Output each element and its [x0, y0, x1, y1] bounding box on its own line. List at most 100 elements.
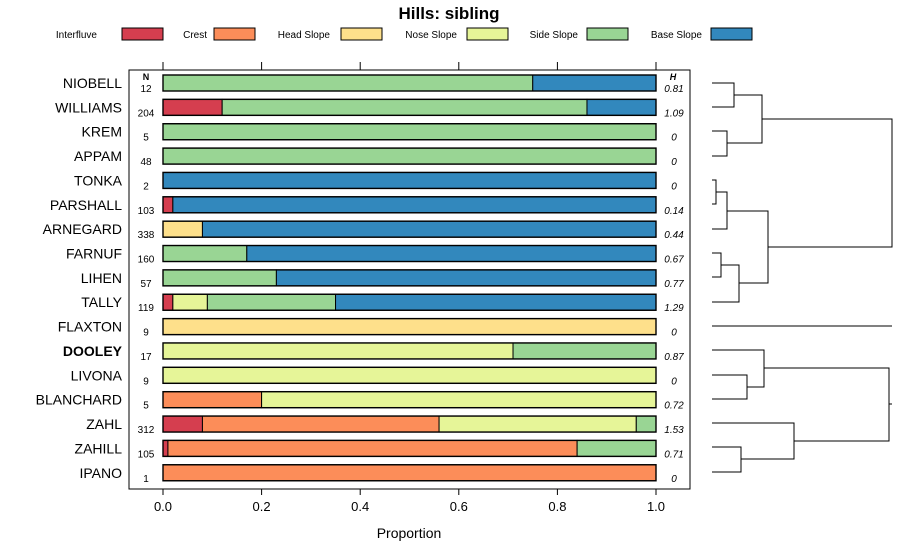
dendrogram-branch	[712, 422, 795, 460]
h-value-label: 0.87	[664, 352, 684, 363]
h-value-label: 0.14	[664, 206, 684, 217]
bar-row: TALLY 119 1.29	[81, 293, 684, 314]
bar-segment	[246, 245, 657, 263]
x-axis-title: Proportion	[377, 525, 442, 541]
legend-label: Interfluve	[56, 30, 98, 41]
bar-segment	[512, 342, 657, 360]
category-label: PARSHALL	[50, 197, 122, 213]
n-value-label: 160	[138, 255, 155, 266]
bar-segment	[162, 98, 223, 116]
bar-segment	[275, 269, 657, 287]
bar-row: BLANCHARD 5 0.72	[36, 390, 684, 412]
bar-row: IPANO 1 0	[79, 464, 677, 485]
bar-segment	[162, 439, 169, 457]
dendrogram-branch	[712, 349, 765, 388]
bar-segment	[438, 415, 637, 433]
bar-outline	[162, 171, 657, 190]
legend-label: Crest	[183, 30, 207, 41]
h-value-label: 1.29	[664, 303, 684, 314]
bar-outline	[162, 147, 657, 165]
category-label: NIOBELL	[63, 75, 122, 91]
h-value-label: 0	[671, 133, 677, 144]
bar-outline	[162, 74, 657, 92]
n-value-label: 12	[140, 84, 152, 95]
bar-outline	[162, 293, 657, 311]
h-value-label: 0.71	[664, 449, 683, 460]
n-value-label: 57	[140, 279, 152, 290]
bar-segment	[335, 293, 657, 311]
bar-row: FARNUF 160 0.67	[66, 244, 684, 266]
h-value-label: 0	[671, 328, 677, 339]
bar-row: DOOLEY 17 0.87	[63, 342, 684, 363]
n-value-label: 48	[140, 157, 152, 168]
n-value-label: 103	[138, 206, 155, 217]
bar-segment	[635, 415, 657, 433]
bar-outline	[162, 269, 657, 287]
n-value-label: 9	[143, 376, 149, 387]
bar-row: APPAM 48 0	[74, 147, 677, 168]
bar-segment	[221, 98, 588, 116]
bar-outline	[162, 390, 657, 409]
dendrogram-branch	[712, 252, 722, 278]
bar-segment	[162, 74, 534, 92]
h-value-label: 0	[671, 181, 677, 192]
bar-segment	[162, 123, 657, 141]
bar-outline	[162, 196, 657, 214]
category-label: DOOLEY	[63, 343, 123, 359]
legend-label: Nose Slope	[405, 30, 457, 41]
legend-label: Head Slope	[278, 30, 331, 41]
category-label: FARNUF	[66, 246, 122, 262]
bar-segment	[167, 439, 578, 457]
bar-outline	[162, 220, 657, 238]
x-tick-label: 0.0	[154, 499, 172, 514]
bar-segment	[162, 293, 174, 311]
n-value-label: 2	[143, 181, 149, 192]
dendrogram-branch	[712, 446, 742, 473]
bar-segment	[576, 439, 657, 457]
bar-row: LIVONA 9 0	[71, 366, 677, 387]
x-tick-label: 0.2	[253, 499, 271, 514]
h-value-label: 0.67	[664, 255, 684, 266]
bar-segment	[172, 196, 657, 214]
h-value-label: 0	[671, 157, 677, 168]
dendrogram-branch	[712, 374, 748, 400]
bar-row: WILLIAMS 204 1.09	[55, 98, 684, 119]
n-value-label: 1	[143, 474, 149, 485]
legend-swatch	[710, 27, 753, 41]
category-label: LIHEN	[81, 270, 122, 286]
bar-segment	[162, 318, 657, 336]
x-tick-label: 0.6	[450, 499, 468, 514]
h-value-label: 0.72	[664, 401, 684, 412]
bar-outline	[162, 366, 657, 385]
legend-swatch	[586, 27, 629, 41]
bar-outline	[162, 317, 657, 336]
dendrogram-branch	[712, 264, 740, 303]
dendrogram-branch	[727, 94, 763, 144]
bar-segment	[532, 74, 657, 92]
bar-segment	[162, 342, 514, 360]
n-column-header: N	[143, 72, 150, 82]
plot-frame	[128, 69, 691, 490]
h-value-label: 0.81	[664, 84, 683, 95]
bar-segment	[162, 391, 263, 409]
bar-segment	[586, 98, 657, 116]
bar-row: KREM 5 0	[82, 123, 677, 144]
dendrogram-branch	[764, 367, 890, 442]
dendrogram-branch	[712, 82, 735, 108]
h-value-label: 0.77	[664, 279, 684, 290]
legend-swatch	[340, 27, 383, 41]
legend-swatch	[213, 27, 256, 41]
category-label: ZAHILL	[75, 440, 123, 456]
category-label: KREM	[82, 124, 122, 140]
dendrogram-branch	[727, 210, 769, 284]
bar-outline	[162, 123, 657, 141]
h-value-label: 0	[671, 474, 677, 485]
legend: Interfluve Crest Head Slope Nose Slope Side …	[56, 27, 753, 41]
chart-title: Hills: sibling	[398, 4, 499, 23]
n-value-label: 105	[138, 449, 155, 460]
h-value-label: 0.44	[664, 230, 684, 241]
bar-outline	[162, 464, 657, 482]
bar-row: PARSHALL 103 0.14	[50, 196, 684, 217]
top-axis-ticks	[162, 62, 657, 70]
n-value-label: 119	[138, 303, 154, 314]
